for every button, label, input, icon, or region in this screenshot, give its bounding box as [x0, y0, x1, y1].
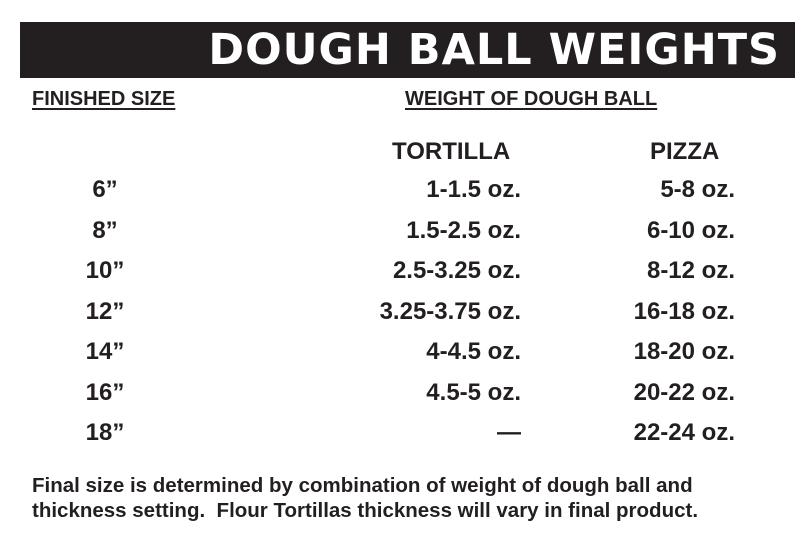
- row-tortilla-cell: 1.5-2.5 oz.: [406, 216, 521, 244]
- row-size-cell: 16”: [85, 378, 125, 406]
- row-size-cell: 12”: [85, 297, 125, 325]
- row-size-cell: 14”: [85, 338, 125, 365]
- page-title: DOUGH BALL WEIGHTS: [208, 25, 780, 75]
- row-pizza-cell: 20-22 oz.: [633, 378, 735, 406]
- title-banner: DOUGH BALL WEIGHTS: [20, 22, 795, 78]
- footnote-line-1: Final size is determined by combination …: [32, 474, 693, 497]
- row-size-cell: 6”: [92, 176, 118, 203]
- row-pizza-cell: 18-20 oz.: [633, 338, 735, 365]
- row-tortilla-cell: 2.5-3.25 oz.: [392, 257, 521, 284]
- finished-size-header: FINISHED SIZE: [32, 88, 176, 110]
- row-pizza-cell: 5-8 oz.: [660, 176, 735, 203]
- footnote: Final size is determined by combination …: [32, 473, 809, 523]
- row-pizza-cell: 8-12 oz.: [646, 257, 735, 284]
- row-tortilla-cell: —: [497, 419, 521, 446]
- row-tortilla-cell: 1-1.5 oz.: [426, 176, 521, 203]
- row-pizza-cell: 16-18 oz.: [633, 297, 735, 325]
- weight-header: WEIGHT OF DOUGH BALL: [405, 88, 658, 110]
- row-size-cell: 10”: [85, 257, 125, 284]
- row-pizza-cell: 22-24 oz.: [633, 419, 735, 446]
- row-pizza-cell: 6-10 oz.: [646, 216, 735, 244]
- tortilla-header: TORTILLA: [392, 138, 511, 165]
- row-tortilla-cell: 4-4.5 oz.: [426, 338, 521, 365]
- row-tortilla-cell: 4.5-5 oz.: [426, 378, 521, 406]
- row-size-cell: 18”: [85, 419, 125, 446]
- footnote-line-2: thickness setting. Flour Tortillas thick…: [32, 499, 699, 522]
- row-tortilla-cell: 3.25-3.75 oz.: [379, 297, 521, 325]
- row-size-cell: 8”: [92, 216, 118, 244]
- pizza-header: PIZZA: [650, 138, 720, 165]
